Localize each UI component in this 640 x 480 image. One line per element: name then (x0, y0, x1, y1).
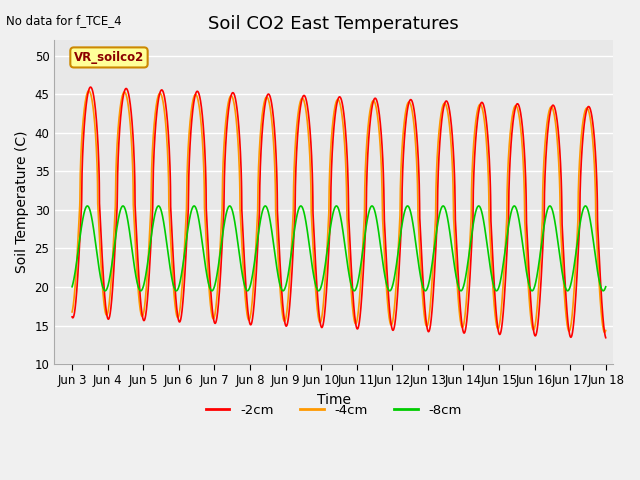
X-axis label: Time: Time (317, 393, 351, 407)
Title: Soil CO2 East Temperatures: Soil CO2 East Temperatures (208, 15, 459, 33)
Text: VR_soilco2: VR_soilco2 (74, 51, 144, 64)
Legend: -2cm, -4cm, -8cm: -2cm, -4cm, -8cm (200, 399, 467, 422)
Y-axis label: Soil Temperature (C): Soil Temperature (C) (15, 131, 29, 273)
Text: No data for f_TCE_4: No data for f_TCE_4 (6, 14, 122, 27)
